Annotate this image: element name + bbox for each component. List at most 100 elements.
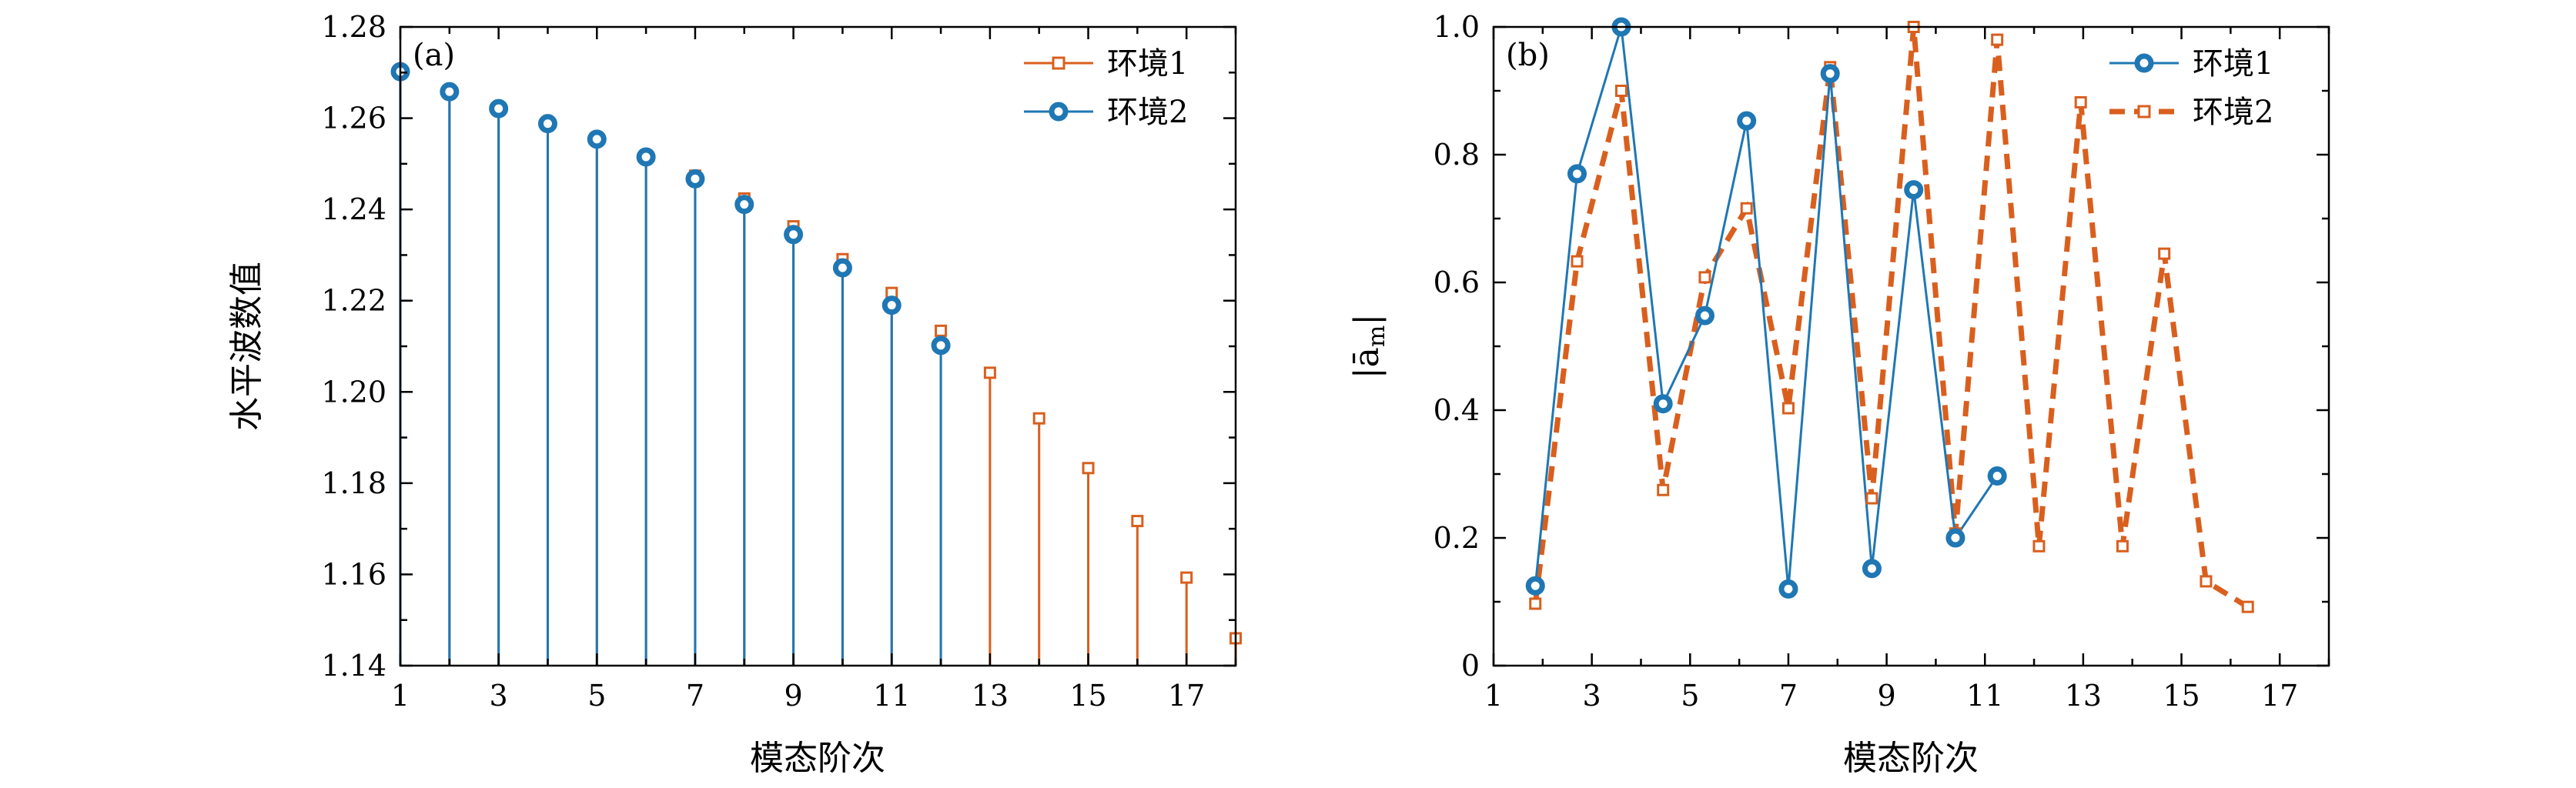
chart-b-env1-marker (1694, 306, 1715, 326)
chart-b-env1-marker (1567, 164, 1587, 184)
chart-b-env2-marker (2032, 539, 2046, 553)
chart-a-env2-marker (734, 195, 754, 215)
chart-b-xtick-label: 3 (1583, 679, 1601, 713)
chart-a-env2-marker (636, 147, 656, 167)
legend-b-env2-label: 环境2 (2193, 95, 2273, 130)
chart-a-ytick-label: 1.22 (321, 284, 386, 318)
chart-a-env2-marker (832, 258, 852, 278)
chart-b-ytick-label: 0.6 (1434, 265, 1480, 299)
chart-b-ylabel: |ām| (1347, 314, 1390, 379)
chart-b-env1-marker (1653, 394, 1673, 414)
chart-a-env1-marker (1131, 515, 1144, 528)
chart-b-env2-marker (2116, 539, 2129, 553)
chart-b-ylabel-sub: m (1363, 326, 1390, 347)
chart-b-ytick-label: 0 (1461, 649, 1480, 683)
chart-b-env2-marker (1698, 271, 1711, 284)
chart-a-ytick-label: 1.14 (321, 649, 386, 683)
chart-b-xtick-label: 9 (1877, 679, 1895, 713)
chart-b-env2-marker (2074, 95, 2087, 109)
chart-b-xtick-label: 11 (1966, 679, 2003, 713)
chart-a-xtick-label: 13 (972, 679, 1009, 713)
chart-a-env2-marker (587, 129, 607, 149)
chart-a-ytick-label: 1.26 (321, 102, 386, 135)
chart-b-ylabel-main: |ā (1347, 347, 1387, 379)
chart-a-env1-marker (1082, 462, 1095, 475)
chart-b-legend: 环境1 环境2 (2109, 46, 2273, 130)
chart-b-ylabel-close: | (1347, 314, 1387, 326)
chart-a-xtick-label: 7 (686, 679, 704, 713)
chart-b-ytick-label: 0.2 (1434, 521, 1480, 555)
chart-a-env1-marker (935, 324, 948, 337)
legend-a-env2-marker (1049, 102, 1069, 122)
chart-b-xtick-label: 5 (1681, 679, 1699, 713)
legend-a-env2-label: 环境2 (1107, 95, 1188, 130)
chart-a-env2-marker (537, 114, 557, 134)
chart-b-series (1525, 17, 2254, 613)
chart-b-env1-marker (1987, 466, 2007, 486)
chart-b-env2-marker (1571, 255, 1584, 268)
chart-a-ticks: 1 3 5 7 9 11 13 15 171.141.161.181.201.221.241.2… (321, 10, 1237, 713)
chart-a-ytick-label: 1.20 (321, 375, 386, 409)
legend-a-env1-marker (1052, 56, 1066, 70)
chart-b-xtick-label: 17 (2261, 679, 2298, 713)
chart-b-env1-marker (1904, 180, 1924, 200)
chart-a-legend: 环境1 环境2 (1024, 46, 1188, 130)
chart-b-env2-marker (1529, 597, 1542, 610)
chart-a-env2-marker (784, 225, 804, 245)
chart-b-env2-marker (2241, 600, 2254, 613)
chart-b-env1-marker (1525, 576, 1545, 596)
chart-b-ytick-label: 0.4 (1434, 393, 1480, 427)
chart-b-xlabel: 模态阶次 (1843, 739, 1979, 778)
legend-b-env1-marker (2134, 53, 2154, 73)
chart-b-env2-marker (2200, 575, 2213, 588)
chart-b-env1-marker (1820, 64, 1840, 84)
chart-b-env2-marker (2158, 247, 2171, 260)
legend-b-env1-label: 环境1 (2193, 46, 2273, 82)
chart-b-ytick-label: 1.0 (1434, 10, 1480, 44)
chart-b-xtick-label: 7 (1779, 679, 1798, 713)
chart-b-env2-marker (1614, 85, 1628, 97)
chart-b-env1-marker (1737, 111, 1757, 131)
chart-a-ylabel: 水平波数值 (227, 262, 266, 431)
chart-a-xtick-label: 5 (587, 679, 606, 713)
chart-a-xlabel: 模态阶次 (750, 739, 885, 778)
chart-a-xtick-label: 1 (391, 679, 410, 713)
chart-panel-a: 1 3 5 7 9 11 13 15 171.141.161.181.201.221.241.2… (227, 10, 1242, 778)
chart-b-xtick-label: 15 (2163, 679, 2200, 713)
chart-a-ytick-label: 1.28 (321, 10, 386, 44)
chart-a-env1-marker (1032, 412, 1045, 425)
chart-b-panel-label: (b) (1506, 38, 1550, 73)
chart-a-xtick-label: 9 (784, 679, 802, 713)
chart-a-xtick-label: 11 (873, 679, 910, 713)
chart-a-env1-marker (1180, 571, 1193, 584)
chart-a-ytick-label: 1.16 (321, 557, 386, 591)
chart-a-env2-marker (685, 169, 705, 189)
chart-a-series (390, 62, 1242, 666)
chart-b-env2-marker (1991, 33, 2004, 46)
chart-a-panel-label: (a) (413, 38, 455, 73)
chart-a-xtick-label: 17 (1168, 679, 1205, 713)
chart-b-env2-line (1532, 26, 2250, 609)
chart-b-env2-marker (1781, 402, 1795, 415)
chart-b-env2-marker (1657, 483, 1670, 496)
chart-a-xtick-label: 15 (1069, 679, 1106, 713)
chart-b-xtick-label: 1 (1484, 679, 1503, 713)
legend-b-env2-marker (2137, 105, 2151, 119)
legend-a-env1-label: 环境1 (1107, 46, 1188, 82)
chart-a-xtick-label: 3 (490, 679, 508, 713)
chart-a-ytick-label: 1.18 (321, 466, 386, 500)
chart-a-env2-marker (440, 82, 460, 102)
chart-a-env2-marker (489, 98, 509, 119)
chart-a-env1-marker (983, 366, 996, 379)
chart-b-ytick-label: 0.8 (1434, 138, 1480, 172)
chart-b-env1-line (1534, 26, 1999, 589)
chart-a-env2-marker (931, 336, 951, 356)
chart-b-env2-marker (1740, 202, 1753, 215)
chart-b-xtick-label: 13 (2065, 679, 2102, 713)
chart-b-env1-marker (1945, 528, 1965, 548)
chart-a-ytick-label: 1.24 (321, 192, 386, 226)
chart-b-env1-marker (1778, 579, 1798, 599)
